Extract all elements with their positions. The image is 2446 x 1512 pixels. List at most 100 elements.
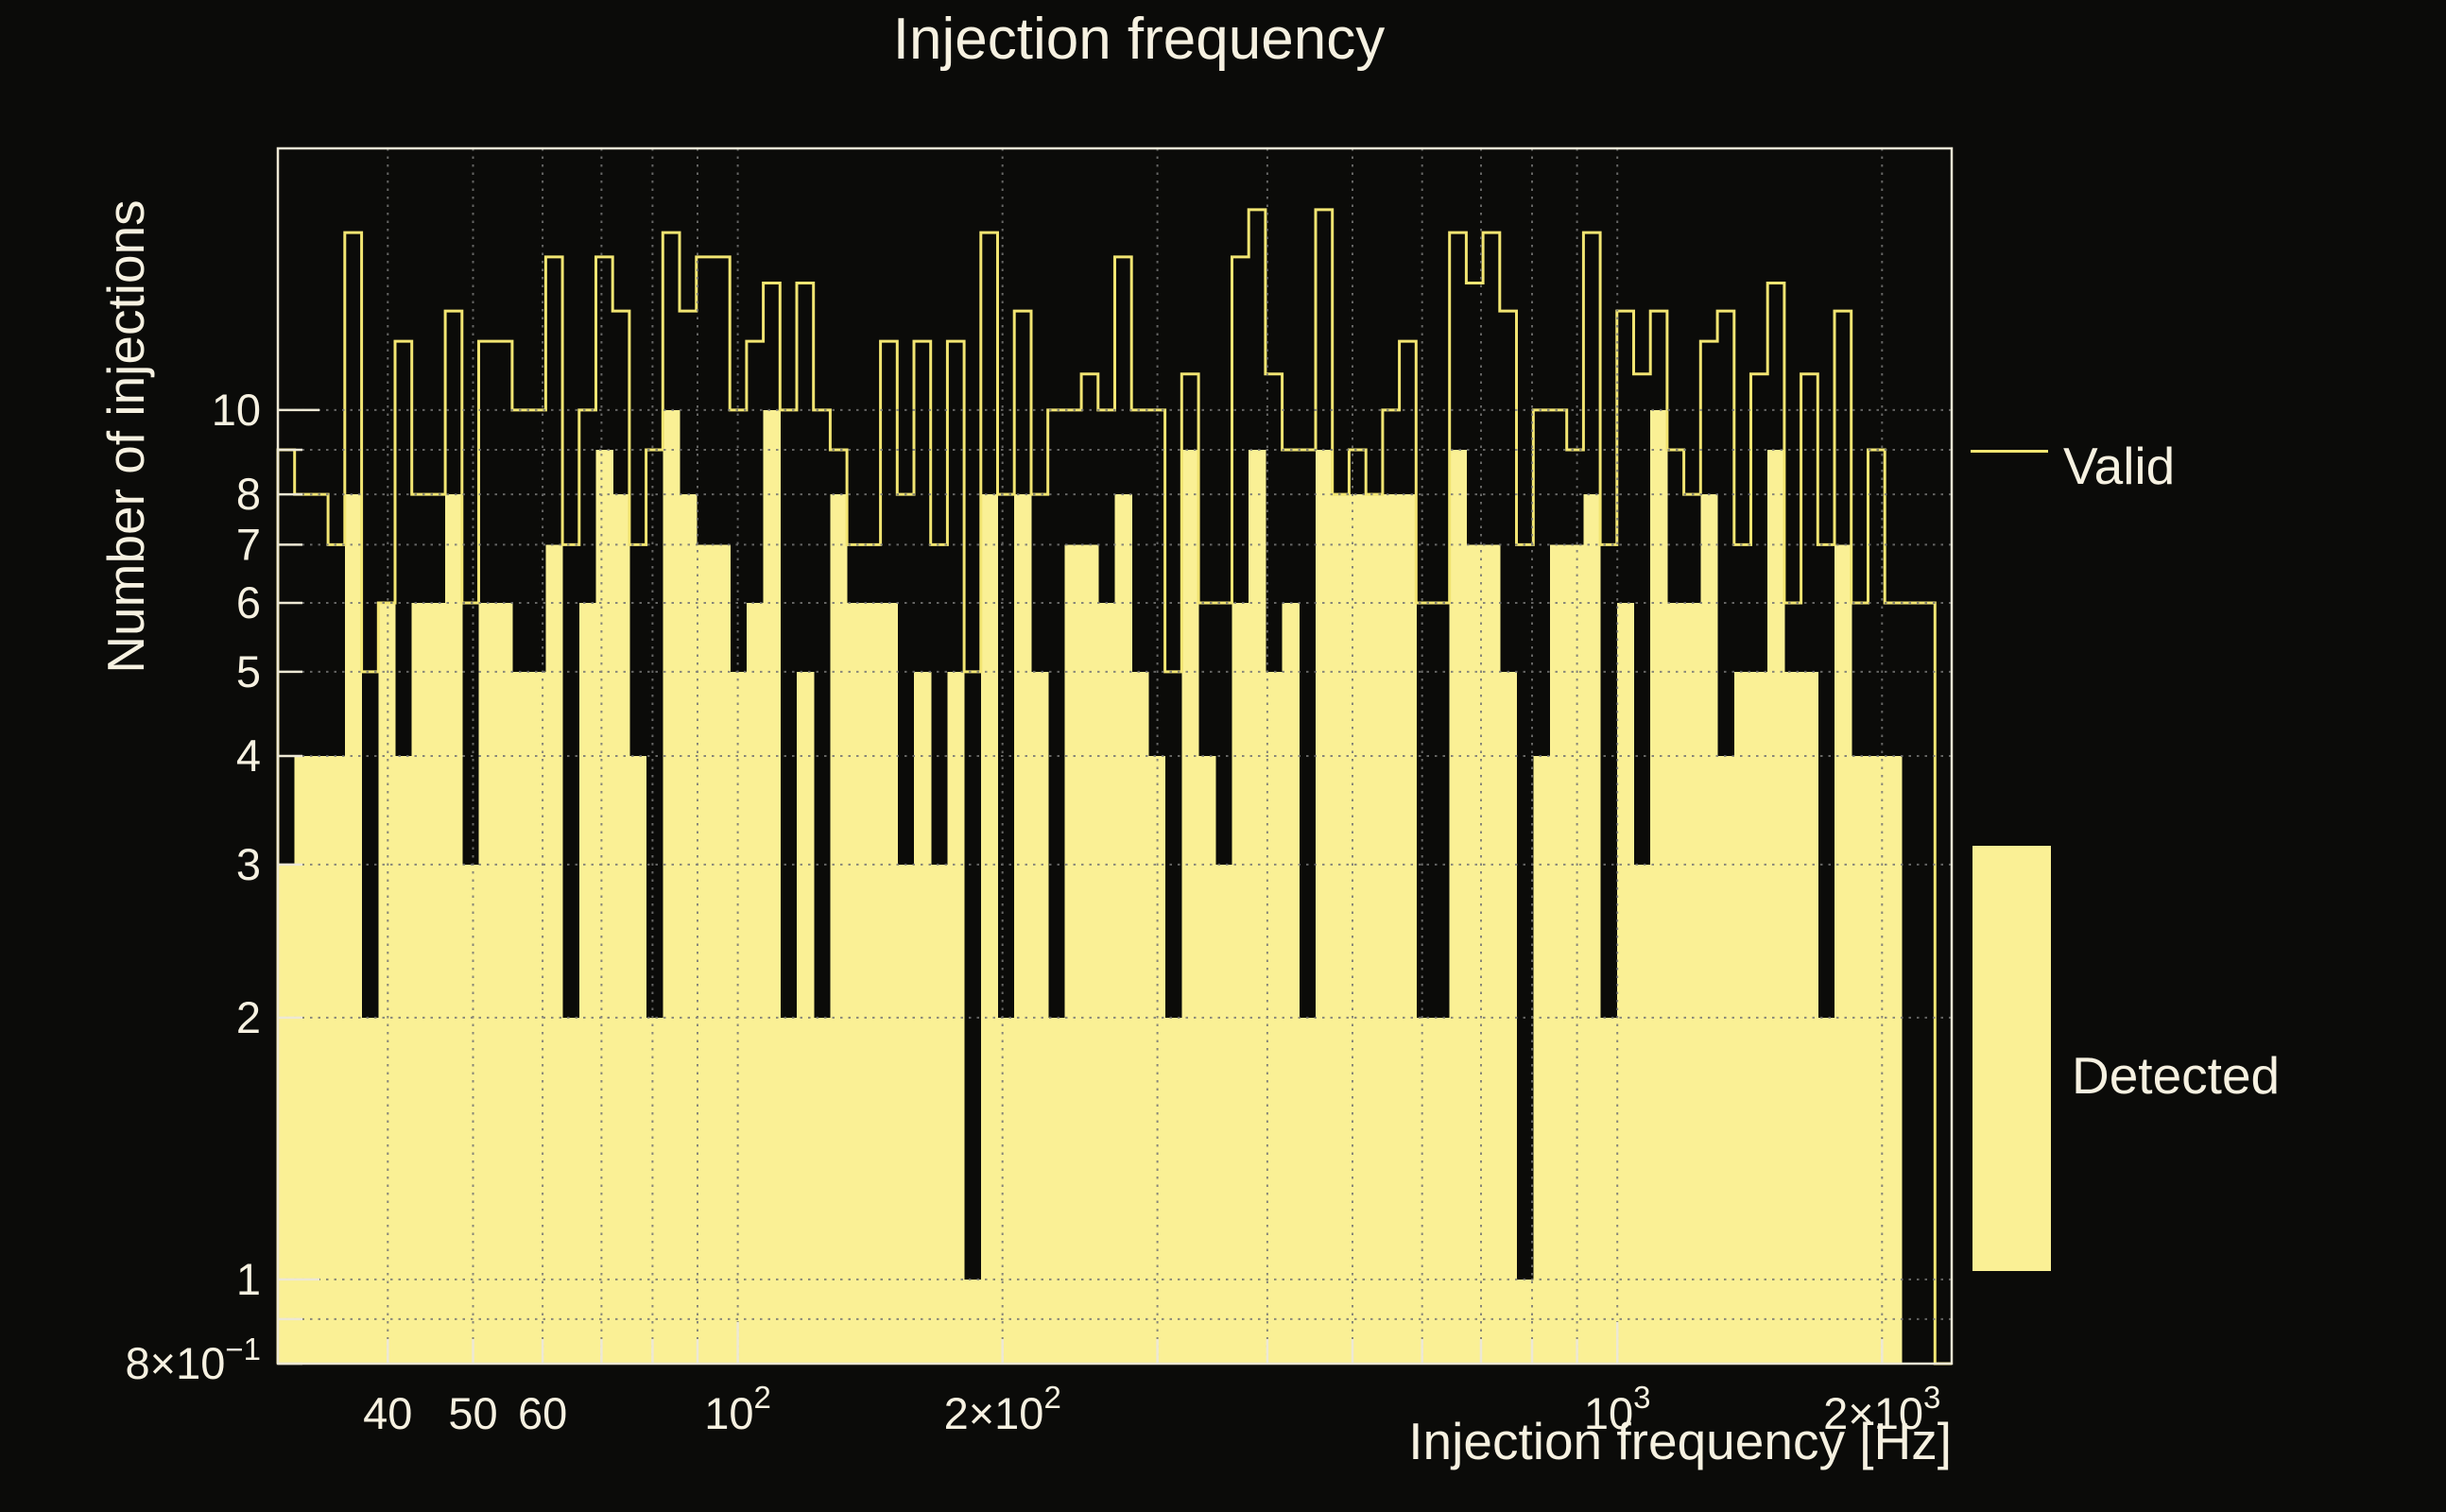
y-tick-label: 8 <box>236 469 261 519</box>
detected-bar <box>428 603 446 1364</box>
detected-bar <box>461 864 480 1364</box>
detected-bar <box>1399 494 1417 1364</box>
legend-valid-label: Valid <box>2063 437 2176 495</box>
detected-bar <box>1064 544 1082 1364</box>
detected-bar <box>545 544 563 1364</box>
detected-bar <box>278 864 296 1364</box>
detected-bar <box>1566 544 1584 1364</box>
y-axis-label: Number of injections <box>96 199 155 674</box>
tick-labels: 10 87 6 5 4 3 2 1 8×10−1 40 50 60 102 2×102 103 2×103 <box>126 385 1941 1438</box>
detected-bar <box>1181 450 1199 1364</box>
detected-bar <box>680 494 698 1364</box>
detected-bar <box>595 450 613 1364</box>
detected-bar <box>1666 603 1685 1364</box>
detected-bar <box>445 494 463 1364</box>
y-tick-label: 1 <box>236 1254 261 1304</box>
detected-bar <box>947 671 965 1364</box>
detected-bar <box>1366 494 1384 1364</box>
detected-bar <box>1767 450 1785 1364</box>
detected-bar <box>1600 1017 1618 1364</box>
detected-bar <box>1550 544 1568 1364</box>
detected-bar <box>294 756 312 1364</box>
detected-bar <box>1282 603 1300 1364</box>
detected-bar <box>1147 756 1166 1364</box>
detected-bar <box>1131 671 1149 1364</box>
detected-bar <box>1081 544 1099 1364</box>
detected-bar <box>328 756 346 1364</box>
detected-bar <box>1800 671 1818 1364</box>
detected-bar <box>1416 1017 1434 1364</box>
detected-bar <box>1047 1017 1065 1364</box>
detected-bar <box>964 1279 982 1364</box>
detected-bar <box>344 494 363 1364</box>
plot-frame <box>276 146 1954 1366</box>
detected-bar <box>797 671 815 1364</box>
detected-bar <box>930 864 948 1364</box>
detected-bar <box>1650 409 1668 1364</box>
detected-bar <box>663 409 680 1364</box>
y-tick-label: 5 <box>236 646 261 696</box>
chart-title: Injection frequency <box>892 7 1386 72</box>
detected-bar <box>897 864 915 1364</box>
detected-bar <box>395 756 413 1364</box>
x-tick-label: 103 <box>1584 1380 1651 1438</box>
detected-bar <box>1214 864 1233 1364</box>
legend-valid-line-swatch <box>1971 450 2048 453</box>
detected-bar <box>1232 603 1249 1364</box>
detected-bar <box>612 494 630 1364</box>
detected-bar <box>1449 450 1467 1364</box>
detected-bar <box>863 603 882 1364</box>
detected-bar <box>1164 1017 1182 1364</box>
detected-bar <box>629 756 647 1364</box>
detected-bar <box>361 1017 379 1364</box>
detected-bar <box>1014 494 1032 1364</box>
detected-bar <box>1466 544 1484 1364</box>
detected-bar <box>1616 603 1635 1364</box>
detected-bar <box>780 1017 798 1364</box>
detected-bar <box>1783 671 1802 1364</box>
detected-bar <box>746 603 765 1364</box>
y-tick-label: 4 <box>236 730 261 781</box>
detected-bar <box>1382 494 1401 1364</box>
detected-bar <box>1683 603 1701 1364</box>
y-tick-label: 2 <box>236 992 261 1042</box>
x-tick-label: 102 <box>704 1380 771 1438</box>
detected-bar <box>311 756 329 1364</box>
x-tick-label: 2×103 <box>1823 1380 1940 1438</box>
x-axis-label: Injection frequency [Hz] <box>1408 1412 1952 1470</box>
y-tick-label: 6 <box>236 577 261 627</box>
detected-bar <box>1834 544 1852 1364</box>
detected-bar <box>1733 671 1752 1364</box>
detected-bar <box>830 494 848 1364</box>
y-tick-label: 3 <box>236 839 261 889</box>
detected-bar <box>562 1017 580 1364</box>
detected-bar <box>1316 450 1334 1364</box>
detected-bar <box>578 603 597 1364</box>
detected-bar <box>1700 494 1718 1364</box>
detected-bar <box>478 603 496 1364</box>
x-tick-label: 50 <box>448 1388 497 1438</box>
detected-bar <box>1583 494 1601 1364</box>
x-tick-label: 2×102 <box>944 1380 1061 1438</box>
detected-bar <box>1097 603 1116 1364</box>
detected-bar <box>1750 671 1768 1364</box>
detected-bar <box>1533 756 1551 1364</box>
detected-bar <box>980 494 999 1364</box>
x-tick-label: 60 <box>518 1388 567 1438</box>
y-tick-label: 7 <box>236 519 261 569</box>
detected-bar <box>1198 756 1216 1364</box>
detected-bar <box>1332 494 1350 1364</box>
detected-bar <box>495 603 513 1364</box>
detected-bar <box>378 603 396 1364</box>
detected-bar <box>1717 756 1735 1364</box>
detected-bar <box>713 544 731 1364</box>
legend-detected-label: Detected <box>2072 1046 2281 1105</box>
detected-bar <box>696 544 715 1364</box>
detected-bar <box>1433 1017 1451 1364</box>
detected-bar <box>997 1017 1015 1364</box>
detected-bar <box>1249 450 1266 1364</box>
detected-bar <box>1885 756 1903 1364</box>
legend-detected-fill-swatch <box>1972 846 2051 1271</box>
x-tick-label: 40 <box>363 1388 412 1438</box>
